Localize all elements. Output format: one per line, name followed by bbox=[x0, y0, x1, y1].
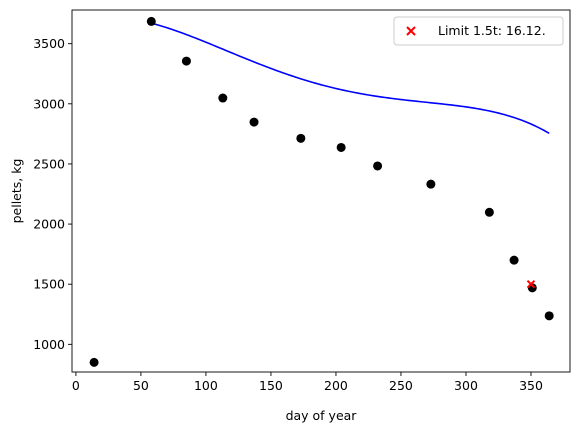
data-point bbox=[146, 16, 156, 26]
x-tick-label: 250 bbox=[389, 378, 413, 393]
legend: Limit 1.5t: 16.12. bbox=[393, 16, 564, 46]
x-marker-stroke bbox=[406, 26, 416, 36]
data-point bbox=[336, 142, 346, 152]
x-marker-stroke bbox=[526, 279, 536, 289]
x-tick-label: 300 bbox=[454, 378, 478, 393]
fit-curve-line bbox=[151, 22, 550, 135]
legend-x-marker bbox=[406, 26, 416, 36]
data-point bbox=[218, 93, 228, 103]
data-point bbox=[249, 117, 259, 127]
data-point bbox=[544, 311, 554, 321]
plot-content bbox=[89, 16, 554, 367]
data-point bbox=[509, 255, 519, 265]
y-tick-label: 3000 bbox=[33, 96, 65, 111]
y-tick-label: 2500 bbox=[33, 156, 65, 171]
x-tick-label: 0 bbox=[72, 378, 80, 393]
data-point bbox=[181, 56, 191, 66]
x-tick-label: 150 bbox=[259, 378, 283, 393]
y-tick-label: 2000 bbox=[33, 217, 65, 232]
x-axis: 0 50 100 150 200 250 300 350 bbox=[72, 372, 543, 393]
x-axis-label: day of year bbox=[286, 408, 358, 423]
data-point bbox=[296, 133, 306, 143]
legend-box bbox=[393, 16, 564, 46]
x-tick-label: 350 bbox=[519, 378, 543, 393]
legend-marker-x-icon bbox=[406, 26, 416, 36]
data-point bbox=[373, 161, 383, 171]
x-tick-label: 200 bbox=[324, 378, 348, 393]
data-point bbox=[89, 357, 99, 367]
x-tick-label: 100 bbox=[194, 378, 218, 393]
limit-marker bbox=[526, 279, 536, 289]
y-tick-label: 1000 bbox=[33, 337, 65, 352]
y-axis-label: pellets, kg bbox=[9, 159, 24, 224]
y-axis: 1000 1500 2000 2500 3000 3500 bbox=[33, 36, 72, 352]
data-point bbox=[426, 179, 436, 189]
y-tick-label: 3500 bbox=[33, 36, 65, 51]
y-tick-label: 1500 bbox=[33, 277, 65, 292]
legend-label: Limit 1.5t: 16.12. bbox=[438, 23, 546, 38]
plot-area bbox=[71, 9, 571, 373]
data-point bbox=[484, 207, 494, 217]
x-tick-label: 50 bbox=[133, 378, 149, 393]
